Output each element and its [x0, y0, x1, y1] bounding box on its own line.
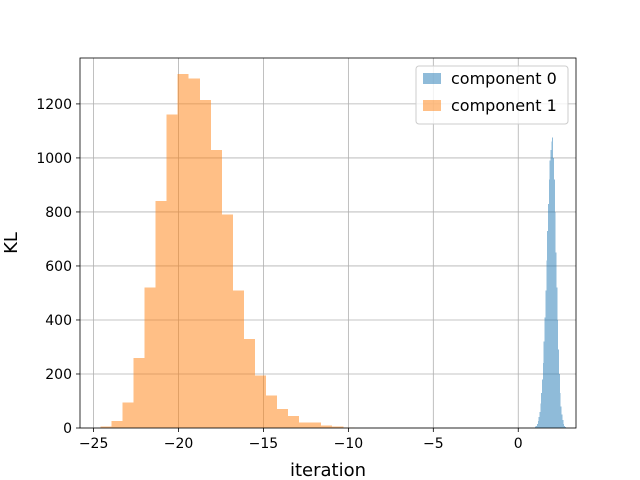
legend-label-component-0: component 0: [451, 69, 557, 88]
y-tick-label-3: 600: [45, 259, 72, 275]
bar-component-0-20: [552, 137, 554, 428]
bar-component-0-28: [559, 373, 560, 428]
bar-component-0-16: [548, 179, 550, 428]
bar-component-0-30: [560, 406, 562, 428]
bar-component-0-9: [542, 363, 544, 428]
y-tick-label-4: 800: [45, 205, 72, 221]
bar-component-0-13: [546, 260, 548, 428]
y-tick-label-2: 400: [45, 313, 72, 329]
bar-component-0-19: [551, 141, 553, 428]
bar-component-0-5: [539, 411, 541, 428]
bar-component-1-18: [299, 422, 311, 428]
legend-box: [415, 65, 569, 125]
x-axis-label: iteration: [290, 460, 366, 480]
bar-component-0-14: [547, 230, 548, 428]
bar-component-1-3: [133, 357, 145, 428]
bar-component-0-34: [564, 425, 565, 428]
bar-component-1-4: [144, 287, 156, 428]
bar-component-0-6: [540, 403, 542, 428]
legend-label-component-1: component 1: [451, 96, 557, 115]
bar-component-1-20: [321, 425, 333, 428]
bar-component-1-7: [177, 74, 189, 428]
bar-component-0-22: [553, 179, 555, 428]
bar-component-1-13: [243, 338, 255, 428]
bars-component-1: [100, 74, 355, 428]
x-tick-label-0: −25: [79, 436, 109, 452]
bar-component-0-3: [537, 421, 539, 428]
bar-component-1-14: [254, 375, 266, 428]
bar-component-0-1: [536, 425, 537, 428]
x-tick-label-5: 0: [514, 436, 523, 452]
bar-component-1-6: [166, 114, 178, 428]
bar-component-0-17: [549, 160, 551, 428]
x-axis-ticks: −25 −20 −15 −10 −5 0: [79, 428, 523, 452]
bar-component-0-21: [553, 157, 554, 428]
bar-component-0-31: [561, 414, 563, 428]
x-tick-label-1: −20: [164, 436, 194, 452]
legend-swatch-component-0: [423, 73, 441, 84]
legend-swatch-component-1: [423, 100, 441, 111]
bar-component-1-19: [310, 422, 322, 428]
bar-component-1-9: [199, 99, 211, 428]
bar-component-0-4: [538, 417, 540, 428]
bar-component-0-15: [547, 203, 549, 428]
bar-component-0-24: [555, 252, 557, 428]
bar-component-0-2: [536, 423, 538, 428]
bar-component-0-23: [554, 211, 556, 428]
bar-component-0-33: [563, 423, 565, 428]
bar-component-1-1: [111, 421, 123, 428]
y-tick-label-1: 200: [45, 367, 72, 383]
bar-component-1-21: [332, 426, 344, 428]
y-tick-label-5: 1000: [36, 151, 72, 167]
bar-component-0-25: [556, 287, 558, 428]
x-tick-label-2: −15: [249, 436, 279, 452]
bar-component-1-12: [232, 290, 244, 428]
bar-component-0-32: [562, 419, 564, 428]
bar-component-0-26: [557, 319, 559, 428]
bar-component-1-5: [155, 201, 167, 428]
bar-component-0-35: [564, 426, 566, 428]
x-tick-label-3: −10: [334, 436, 364, 452]
bar-component-0-29: [559, 392, 561, 428]
bar-component-0-11: [544, 317, 546, 428]
bar-component-1-15: [266, 395, 278, 428]
y-axis-label: KL: [1, 232, 22, 254]
bar-component-0-0: [535, 426, 537, 428]
x-tick-label-4: −5: [423, 436, 444, 452]
legend: component 0 component 1: [415, 65, 569, 125]
bar-component-1-11: [221, 214, 233, 428]
bar-component-0-18: [550, 149, 552, 428]
bar-component-1-0: [100, 426, 112, 428]
bar-component-1-16: [277, 409, 289, 428]
bar-component-0-12: [545, 290, 547, 428]
bar-component-1-17: [288, 415, 300, 428]
bar-component-1-8: [188, 78, 200, 428]
y-tick-label-6: 1200: [36, 97, 72, 113]
bar-component-0-7: [541, 392, 543, 428]
plot-frame: [79, 57, 577, 429]
y-tick-label-0: 0: [63, 421, 72, 437]
bar-component-0-8: [542, 379, 543, 428]
bar-component-0-27: [558, 349, 560, 428]
y-axis-ticks: 0 200 400 600 800 1000 1200: [36, 97, 80, 437]
bar-component-1-10: [210, 149, 222, 428]
bar-component-0-10: [543, 341, 545, 428]
bar-component-1-2: [122, 402, 134, 428]
bars-component-0: [535, 137, 566, 428]
